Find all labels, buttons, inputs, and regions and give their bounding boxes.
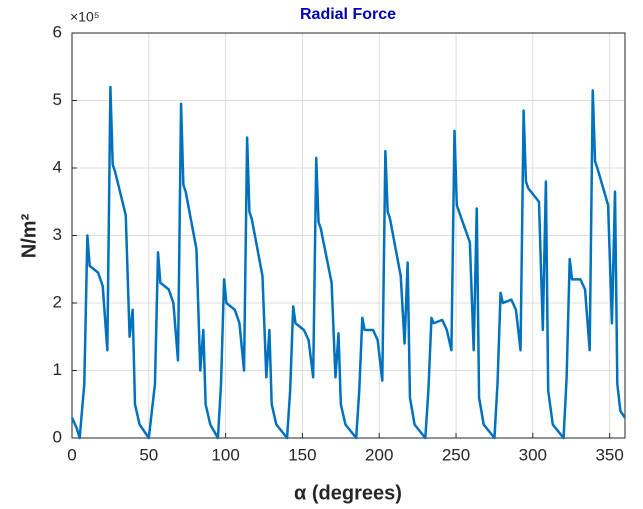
plot-frame — [71, 32, 626, 439]
data-line — [70, 85, 627, 440]
x-tick-label: 200 — [365, 445, 393, 464]
x-tick-label: 350 — [595, 445, 623, 464]
x-tick-label: 50 — [139, 445, 158, 464]
y-multiplier: ×10⁵ — [70, 9, 100, 25]
x-axis-label: α (degrees) — [294, 482, 402, 504]
y-tick-label: 5 — [53, 90, 62, 109]
y-axis-label: N/m² — [18, 213, 40, 258]
x-tick-label: 0 — [67, 445, 76, 464]
y-tick-label: 2 — [53, 292, 62, 311]
x-tick-label: 150 — [288, 445, 316, 464]
chart-title: Radial Force — [300, 6, 396, 23]
y-tick-label: 1 — [53, 360, 62, 379]
x-tick-label: 300 — [519, 445, 547, 464]
y-tick-label: 3 — [53, 225, 62, 244]
y-tick-label: 0 — [53, 427, 62, 446]
x-tick-label: 100 — [211, 445, 239, 464]
y-tick-label: 6 — [53, 22, 62, 41]
y-tick-label: 4 — [53, 157, 62, 176]
x-tick-label: 250 — [442, 445, 470, 464]
